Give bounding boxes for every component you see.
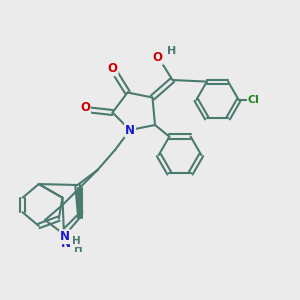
Text: H: H: [167, 46, 176, 56]
Text: N: N: [61, 237, 71, 250]
Text: N: N: [60, 230, 70, 243]
Text: O: O: [107, 62, 118, 75]
Text: N: N: [125, 124, 135, 136]
Text: O: O: [152, 51, 163, 64]
Text: H: H: [72, 236, 81, 246]
Text: O: O: [80, 101, 90, 114]
Text: Cl: Cl: [248, 95, 260, 105]
Text: H: H: [74, 244, 83, 254]
